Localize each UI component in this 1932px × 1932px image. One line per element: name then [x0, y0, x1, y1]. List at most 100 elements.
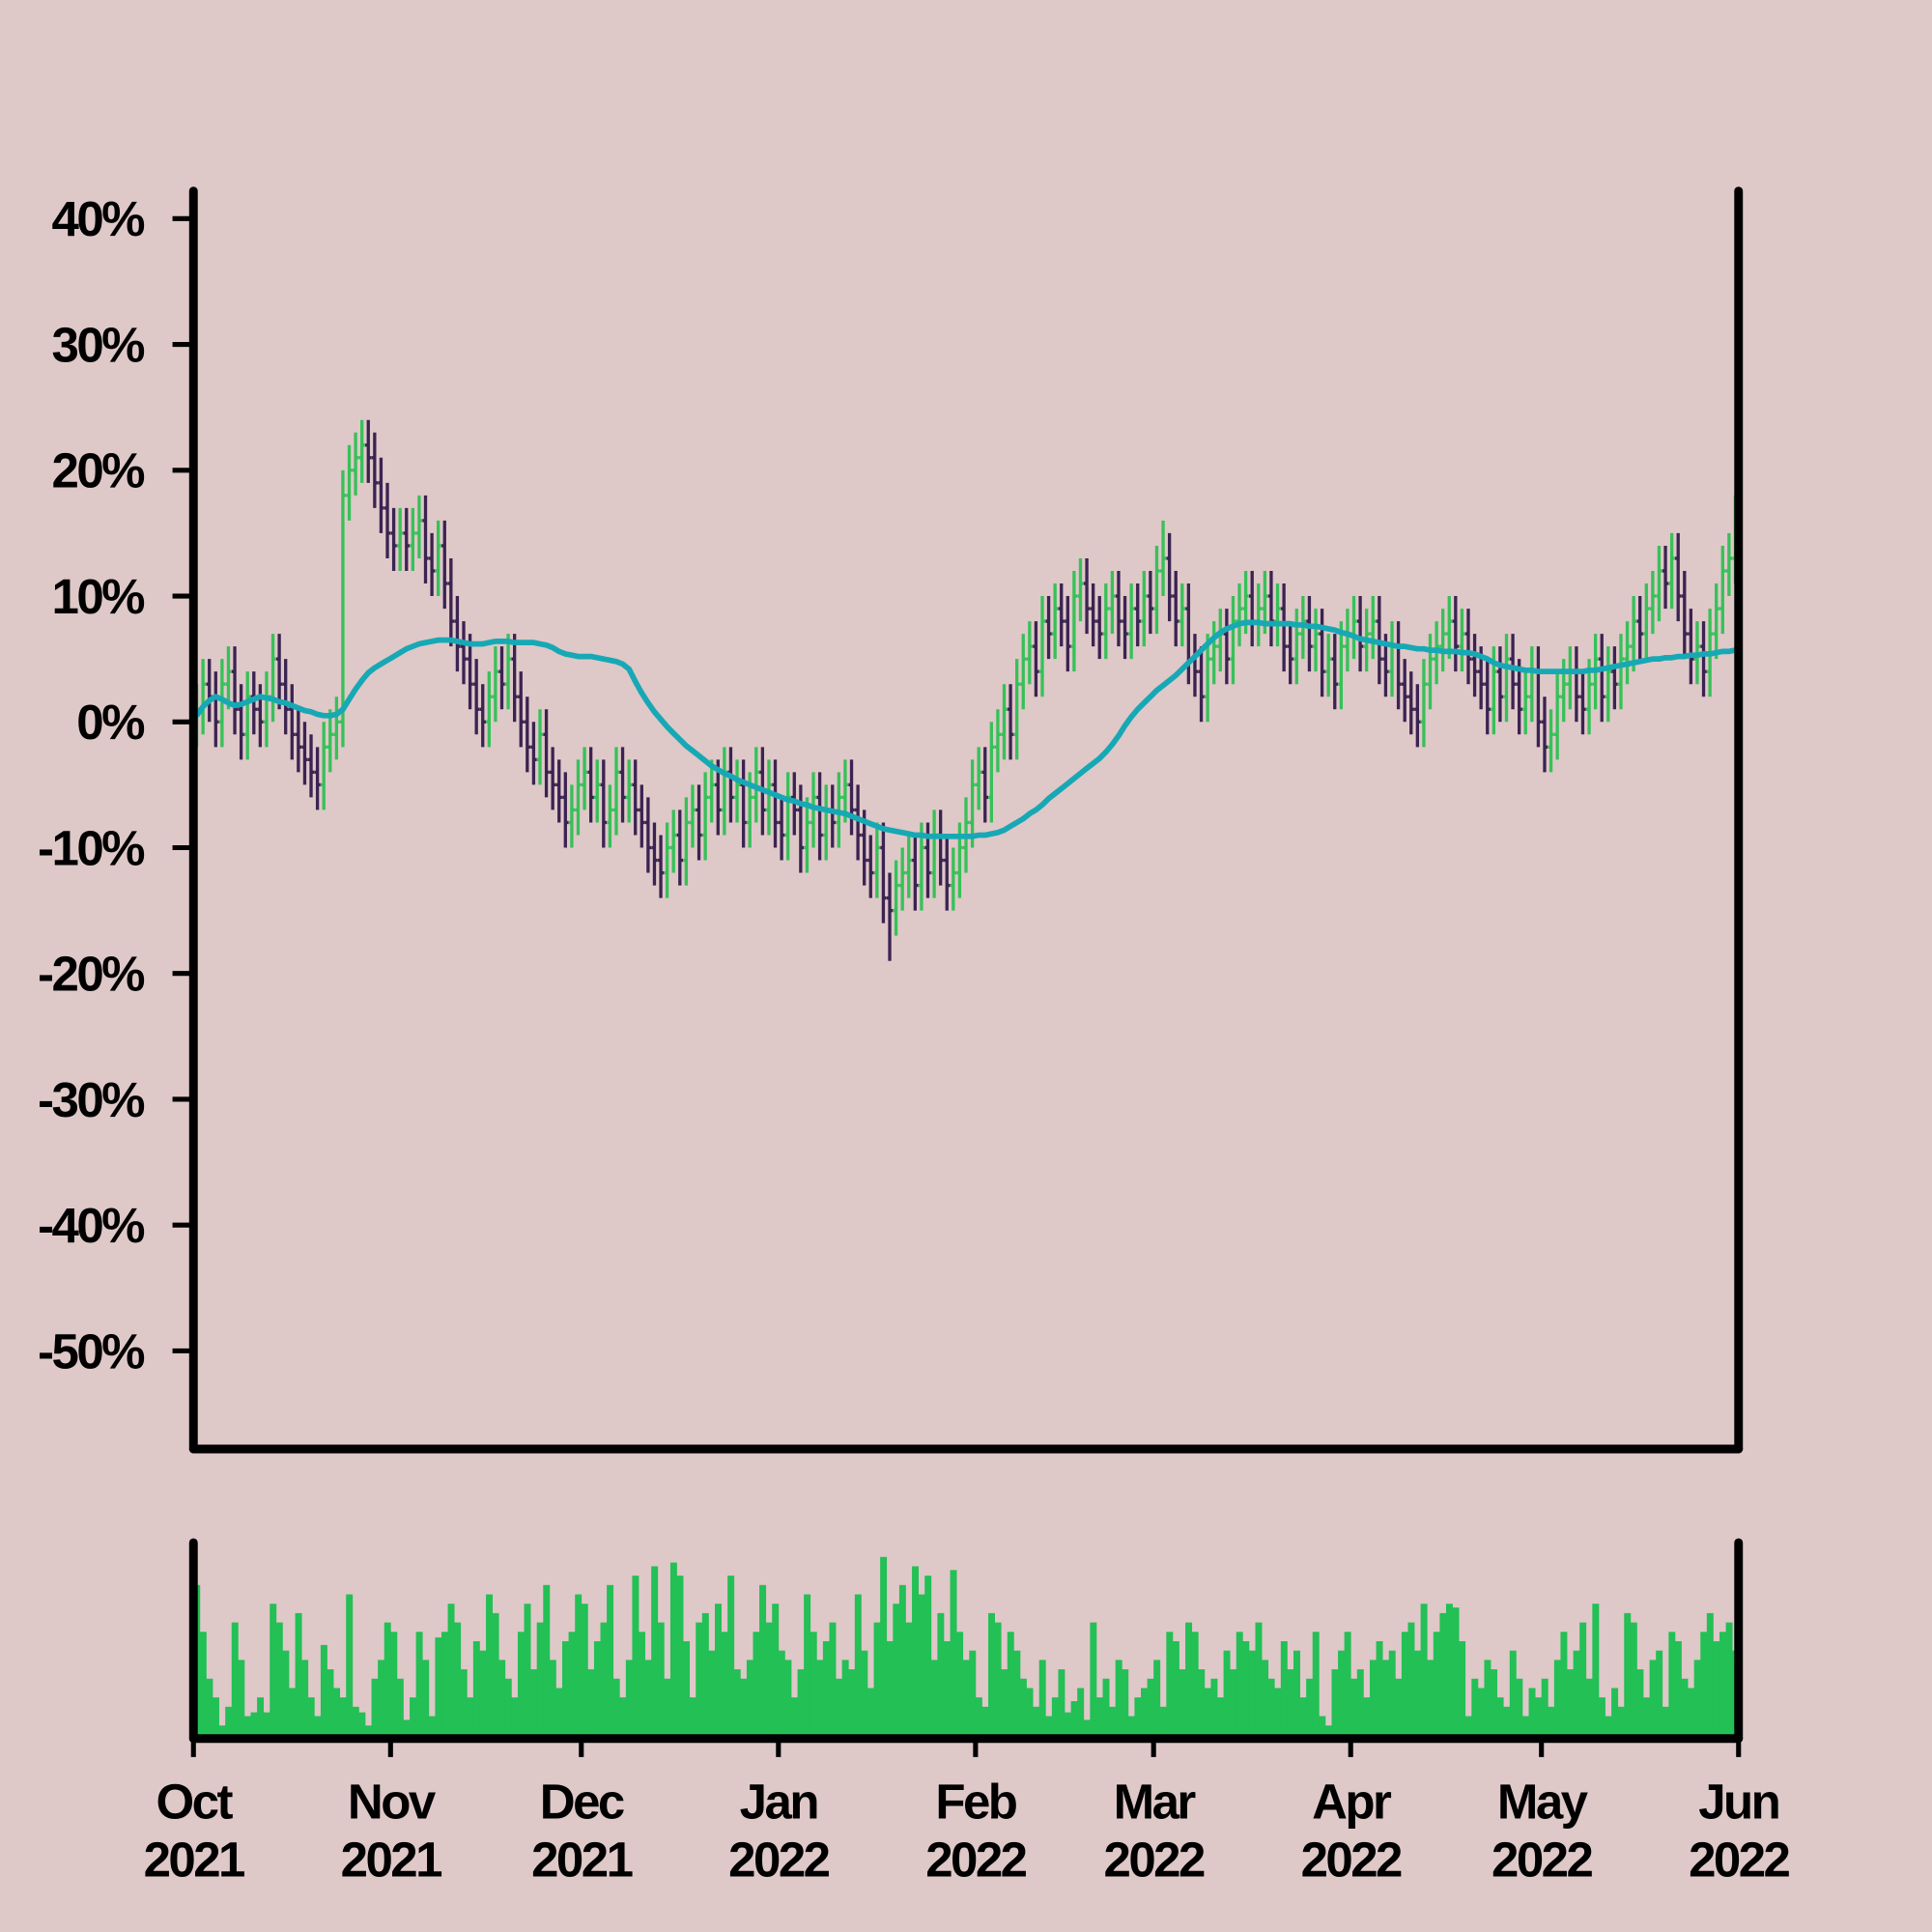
volume-bar — [1083, 1719, 1091, 1735]
volume-bar — [454, 1622, 462, 1735]
volume-bar — [1236, 1632, 1243, 1735]
x-tick-label-line: 2022 — [1492, 1833, 1592, 1888]
volume-bar — [1090, 1622, 1097, 1735]
x-tick-label-line: Oct — [156, 1775, 234, 1830]
volume-bar — [708, 1650, 716, 1735]
volume-bar — [1388, 1650, 1396, 1735]
volume-bar — [371, 1678, 379, 1735]
volume-bar — [231, 1622, 239, 1735]
x-tick-label: May 2022 — [1492, 1775, 1592, 1888]
volume-bar — [1230, 1669, 1237, 1735]
volume-bar — [467, 1697, 474, 1735]
volume-bar — [1369, 1660, 1377, 1735]
volume-bar — [1172, 1640, 1179, 1735]
volume-bar — [1001, 1669, 1009, 1735]
volume-bar — [1216, 1697, 1224, 1735]
volume-bar — [1560, 1632, 1568, 1735]
volume-bar — [696, 1622, 703, 1735]
volume-bar — [250, 1712, 258, 1735]
volume-bar — [1299, 1697, 1307, 1735]
volume-bar — [472, 1640, 480, 1735]
volume-bar — [848, 1669, 856, 1735]
volume-bar — [364, 1725, 372, 1735]
volume-bar — [1198, 1669, 1206, 1735]
volume-bar — [733, 1669, 741, 1735]
volume-bar — [1668, 1632, 1676, 1735]
volume-bar — [1624, 1612, 1632, 1735]
volume-bar — [1528, 1688, 1536, 1735]
volume-bar — [841, 1660, 849, 1735]
x-tick-label-line: 2021 — [531, 1833, 632, 1888]
volume-bar — [333, 1688, 341, 1735]
volume-bar — [867, 1688, 874, 1735]
volume-bar — [1688, 1688, 1695, 1735]
volume-bar — [1350, 1678, 1358, 1735]
volume-bar — [295, 1612, 302, 1735]
volume-bar — [669, 1562, 677, 1735]
volume-bar — [683, 1640, 691, 1735]
volume-bar — [676, 1576, 684, 1735]
volume-bar — [873, 1622, 881, 1735]
volume-bar — [1477, 1688, 1485, 1735]
x-tick-label-line: Jan — [740, 1775, 817, 1830]
volume-bar — [1630, 1622, 1637, 1735]
volume-bar — [1382, 1660, 1390, 1735]
volume-bar — [498, 1660, 506, 1735]
volume-bar — [378, 1660, 385, 1735]
volume-bar — [1306, 1678, 1314, 1735]
volume-bar — [981, 1706, 989, 1735]
x-tick-label-line: 2021 — [144, 1833, 244, 1888]
volume-bar — [1700, 1632, 1708, 1735]
x-tick-label: Oct 2021 — [144, 1775, 244, 1888]
volume-bar — [1166, 1632, 1174, 1735]
volume-bar — [243, 1716, 251, 1735]
volume-bar — [1662, 1706, 1669, 1735]
volume-bar — [804, 1594, 811, 1735]
volume-bar — [460, 1669, 468, 1735]
volume-bar — [1395, 1678, 1403, 1735]
volume-bar — [1427, 1660, 1435, 1735]
volume-bar — [1262, 1660, 1269, 1735]
volume-bar — [937, 1612, 945, 1735]
moving-average — [194, 619, 1736, 839]
volume-bar — [657, 1622, 665, 1735]
y-tick-label: 0% — [76, 695, 145, 750]
x-tick-label-line: Mar — [1114, 1775, 1197, 1830]
volume-bar — [352, 1706, 359, 1735]
volume-bar — [1643, 1697, 1650, 1735]
volume-bar — [1185, 1622, 1193, 1735]
volume-bar — [1693, 1660, 1701, 1735]
volume-bar — [1496, 1697, 1504, 1735]
volume-bar — [1134, 1697, 1142, 1735]
x-tick-label-line: 2021 — [341, 1833, 441, 1888]
volume-bar — [727, 1576, 735, 1735]
volume-bar — [1636, 1669, 1644, 1735]
x-tick-label-line: May — [1497, 1775, 1589, 1830]
volume-bar — [1127, 1716, 1135, 1735]
volume-bar — [422, 1660, 430, 1735]
volume-bar — [639, 1632, 645, 1735]
volume-bar — [1579, 1622, 1587, 1735]
volume-bar — [1719, 1632, 1726, 1735]
volume-bar — [969, 1650, 977, 1735]
volume-bar — [746, 1660, 753, 1735]
volume-bar — [1102, 1678, 1110, 1735]
volume-bar — [1433, 1632, 1440, 1735]
volume-bar — [810, 1632, 817, 1735]
volume-bar — [568, 1632, 576, 1735]
volume-bar — [447, 1604, 455, 1735]
volume-bar — [1674, 1640, 1682, 1735]
volume-bar — [1115, 1660, 1122, 1735]
volume-bar — [1287, 1669, 1294, 1735]
volume-bar — [1541, 1678, 1548, 1735]
volume-bar — [612, 1678, 620, 1735]
volume-bar — [784, 1660, 792, 1735]
volume-bar — [275, 1622, 283, 1735]
x-tick-label-line: 2022 — [1104, 1833, 1205, 1888]
volume-bar — [1592, 1604, 1600, 1735]
volume-bar — [1484, 1660, 1492, 1735]
volume-bar — [632, 1576, 639, 1735]
volume-bar — [651, 1566, 659, 1735]
volume-bar — [511, 1697, 519, 1735]
